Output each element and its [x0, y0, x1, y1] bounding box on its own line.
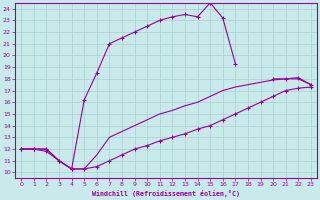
X-axis label: Windchill (Refroidissement éolien,°C): Windchill (Refroidissement éolien,°C)	[92, 190, 240, 197]
